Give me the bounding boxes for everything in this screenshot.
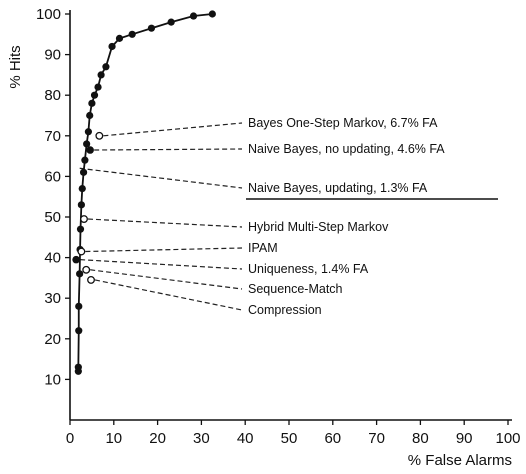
y-tick-label: 90 [44, 47, 61, 64]
y-tick-label: 70 [44, 128, 61, 145]
annotation-label: Naive Bayes, no updating, 4.6% FA [248, 142, 445, 156]
y-tick-label: 40 [44, 250, 61, 267]
y-tick-label: 100 [36, 6, 61, 23]
y-tick-label: 30 [44, 290, 61, 307]
annotation-leader [94, 279, 243, 311]
annotation-marker-open [95, 131, 104, 140]
y-tick-label: 10 [44, 371, 61, 388]
annotation-marker-open [80, 215, 88, 223]
annotation-label: Uniqueness, 1.4% FA [248, 262, 369, 276]
series-line [77, 13, 213, 372]
x-tick-label: 50 [281, 430, 298, 447]
data-point [78, 184, 86, 193]
annotation-leader [90, 269, 243, 290]
data-point [88, 99, 96, 107]
annotation-leader [103, 122, 243, 137]
data-point [77, 201, 85, 209]
annotation-label: Sequence-Match [248, 282, 343, 296]
data-point [83, 140, 91, 148]
annotation-leader [79, 167, 243, 189]
data-point [74, 363, 82, 371]
annotation-leader [94, 148, 243, 151]
data-point [76, 225, 85, 233]
data-point [90, 91, 99, 99]
data-point [147, 24, 156, 32]
data-point [76, 270, 84, 278]
annotation-label: Hybrid Multi-Step Markov [248, 220, 389, 234]
x-tick-label: 30 [193, 430, 210, 447]
data-point [167, 18, 175, 26]
x-tick-label: 90 [456, 430, 473, 447]
annotation-leaders [79, 122, 243, 311]
data-point [86, 111, 94, 120]
data-point [102, 63, 110, 71]
x-tick-label: 10 [105, 430, 122, 447]
x-tick-label: 0 [66, 430, 74, 447]
y-tick-label: 80 [44, 87, 61, 104]
x-tick-label: 70 [368, 430, 385, 447]
annotation-leader [80, 259, 243, 270]
annotation-marker-open [77, 247, 86, 256]
y-tick-label: 60 [44, 168, 61, 185]
data-point [208, 10, 216, 18]
annotation-leader [85, 247, 243, 253]
data-point [75, 302, 83, 310]
x-tick-label: 60 [324, 430, 341, 447]
annotation-marker-open [87, 275, 95, 284]
data-point [97, 71, 105, 79]
annotation-label: Bayes One-Step Markov, 6.7% FA [248, 116, 438, 130]
annotation-marker-filled [72, 255, 80, 264]
y-tick-label: 50 [44, 209, 61, 226]
annotation-label: Naive Bayes, updating, 1.3% FA [248, 181, 428, 195]
annotation-label: Compression [248, 303, 322, 317]
data-point [189, 12, 198, 20]
x-tick-label: 80 [412, 430, 429, 447]
annotations: Bayes One-Step Markov, 6.7% FA Naive Baye… [72, 116, 498, 317]
x-axis-title: % False Alarms [408, 452, 512, 469]
series [74, 10, 216, 375]
annotation-label: IPAM [248, 241, 278, 255]
y-tick-label: 20 [44, 331, 61, 348]
annotation-leader [87, 218, 243, 228]
x-tick-label: 20 [149, 430, 166, 447]
data-point [84, 128, 92, 136]
data-point [79, 168, 88, 176]
data-point [75, 327, 83, 335]
x-tick-label: 100 [495, 430, 520, 447]
axes [69, 10, 512, 421]
x-tick-label: 40 [237, 430, 254, 447]
annotation-marker-open [82, 265, 91, 274]
data-point [108, 42, 116, 51]
ticks: 0 10 20 30 40 50 60 70 80 90 100 10 20 30 40 50 60 70 80 90… [36, 6, 521, 447]
y-axis-title: % Hits [7, 45, 24, 88]
data-point [128, 30, 136, 38]
data-point [81, 156, 89, 164]
annotation-marker-filled [86, 146, 94, 154]
data-point [115, 34, 124, 42]
data-point [94, 83, 102, 91]
